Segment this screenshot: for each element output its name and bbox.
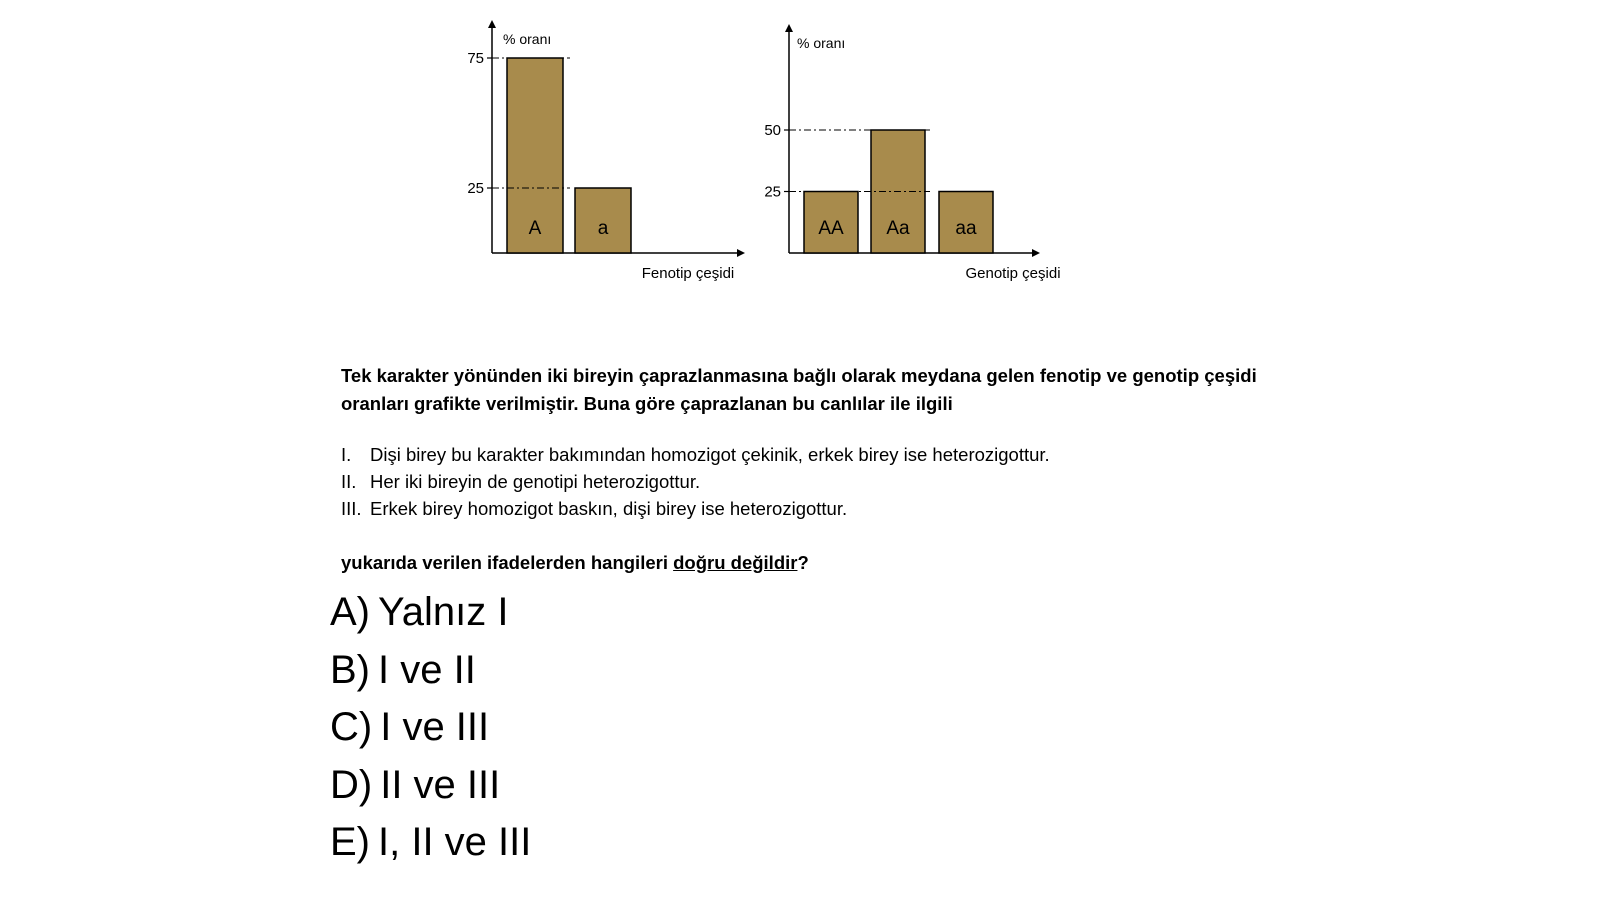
statement-item: II. Her iki bireyin de genotipi heterozi… — [341, 468, 1050, 495]
option-d[interactable]: D) II ve III — [330, 757, 531, 815]
option-text: Yalnız I — [378, 590, 509, 634]
prompt-emphasis: doğru değildir — [673, 552, 798, 573]
y-tick-label: 50 — [764, 122, 781, 139]
y-axis-label: % oranı — [503, 31, 551, 47]
option-e[interactable]: E) I, II ve III — [330, 814, 531, 872]
y-tick-label: 25 — [467, 180, 484, 197]
bar — [506, 57, 564, 254]
chart-2: % oranı Genotip çeşidi AA Aa aa 50 25 — [764, 24, 1061, 282]
statement-text: Erkek birey homozigot baskın, dişi birey… — [370, 498, 848, 519]
statement-text: Dişi birey bu karakter bakımından homozi… — [370, 444, 1050, 465]
x-axis-arrow — [1032, 249, 1040, 257]
y-axis-arrow — [488, 20, 496, 28]
bar-label: aa — [955, 218, 977, 239]
option-text: I ve III — [380, 705, 490, 749]
statement-number: I. — [341, 444, 352, 465]
charts-area: % oranı Fenotip çeşidi A a 75 25 % oranı Genoti… — [467, 20, 1061, 282]
bar — [574, 187, 632, 254]
option-b[interactable]: B) I ve II — [330, 642, 531, 700]
bar — [938, 190, 994, 254]
bar-label: A — [529, 218, 542, 239]
prompt-mark: ? — [797, 552, 809, 573]
y-tick-label: 75 — [467, 50, 484, 67]
question-text: Tek karakter yönünden iki bireyin çapraz… — [341, 365, 1257, 414]
statement-number: III. — [341, 498, 362, 519]
question-prompt: yukarıda verilen ifadelerden hangileri d… — [341, 549, 809, 577]
option-letter: D) — [330, 762, 373, 807]
bar-label: Aa — [886, 218, 910, 239]
prompt-text: yukarıda verilen ifadelerden hangileri — [341, 552, 674, 573]
y-axis-arrow — [785, 24, 793, 32]
statement-list: I. Dişi birey bu karakter bakımından hom… — [341, 441, 1050, 522]
statement-number: II. — [341, 471, 357, 492]
option-text: I ve II — [378, 647, 476, 692]
x-axis-arrow — [737, 249, 745, 257]
y-tick-label: 25 — [764, 184, 781, 201]
answer-options: A) Yalnız I B) I ve II C) I ve III D) II ve … — [330, 584, 531, 872]
bar — [803, 190, 859, 254]
option-letter: C) — [330, 705, 373, 749]
x-axis-label: Genotip çeşidi — [965, 265, 1060, 282]
statement-item: I. Dişi birey bu karakter bakımından hom… — [341, 441, 1050, 468]
option-c[interactable]: C) I ve III — [330, 699, 531, 757]
chart-1: % oranı Fenotip çeşidi A a 75 25 — [467, 20, 745, 282]
bar-label: a — [598, 218, 609, 239]
y-axis-label: % oranı — [797, 35, 845, 51]
option-letter: A) — [330, 590, 370, 634]
option-a[interactable]: A) Yalnız I — [330, 584, 531, 642]
option-letter: E) — [330, 820, 370, 864]
option-letter: B) — [330, 647, 370, 692]
x-axis-label: Fenotip çeşidi — [642, 265, 735, 282]
option-text: I, II ve III — [378, 820, 532, 864]
statement-text: Her iki bireyin de genotipi heterozigott… — [370, 471, 701, 492]
statement-item: III. Erkek birey homozigot baskın, dişi … — [341, 495, 1050, 522]
bar-label: AA — [818, 218, 844, 239]
option-text: II ve III — [380, 762, 501, 807]
